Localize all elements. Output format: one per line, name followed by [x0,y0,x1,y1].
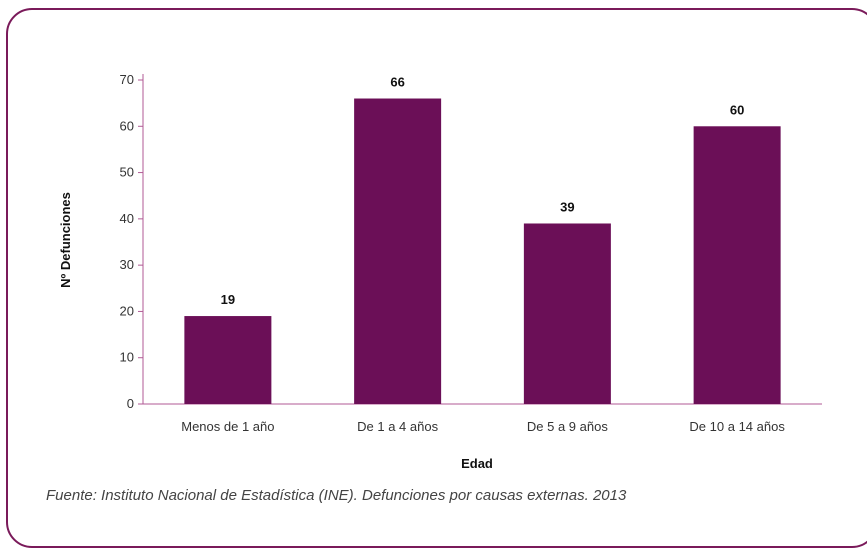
chart-labels: 19 Menos de 1 año 66 De 1 a 4 años 39 De 5 a … [181,75,785,434]
source-note: Fuente: Instituto Nacional de Estadístic… [46,487,627,504]
data-label: 66 [390,75,404,90]
x-category-label: Menos de 1 año [181,419,274,434]
data-label: 60 [730,102,744,117]
y-tick-label: 20 [120,303,134,318]
y-tick-label: 50 [120,165,134,180]
y-axis-ticks: 0 10 20 30 40 50 60 70 [120,72,143,411]
bar [354,98,442,404]
data-label: 19 [221,292,235,307]
y-tick-label: 0 [127,396,134,411]
y-tick-label: 70 [120,72,134,87]
y-axis-title: Nº Defunciones [58,192,73,288]
bar [523,223,611,404]
chart-bars [184,98,781,405]
data-label: 39 [560,199,574,214]
y-tick-label: 30 [120,257,134,272]
bar [693,126,781,405]
x-category-label: De 5 a 9 años [527,419,608,434]
y-tick-label: 10 [120,350,134,365]
y-tick-label: 40 [120,211,134,226]
x-category-label: De 10 a 14 años [689,419,785,434]
bar [184,316,272,404]
x-axis-title: Edad [461,456,493,471]
x-category-label: De 1 a 4 años [357,419,438,434]
y-tick-label: 60 [120,118,134,133]
bar-chart: 0 10 20 30 40 50 60 70 19 Menos de 1 año 66 De 1 a… [58,72,822,471]
